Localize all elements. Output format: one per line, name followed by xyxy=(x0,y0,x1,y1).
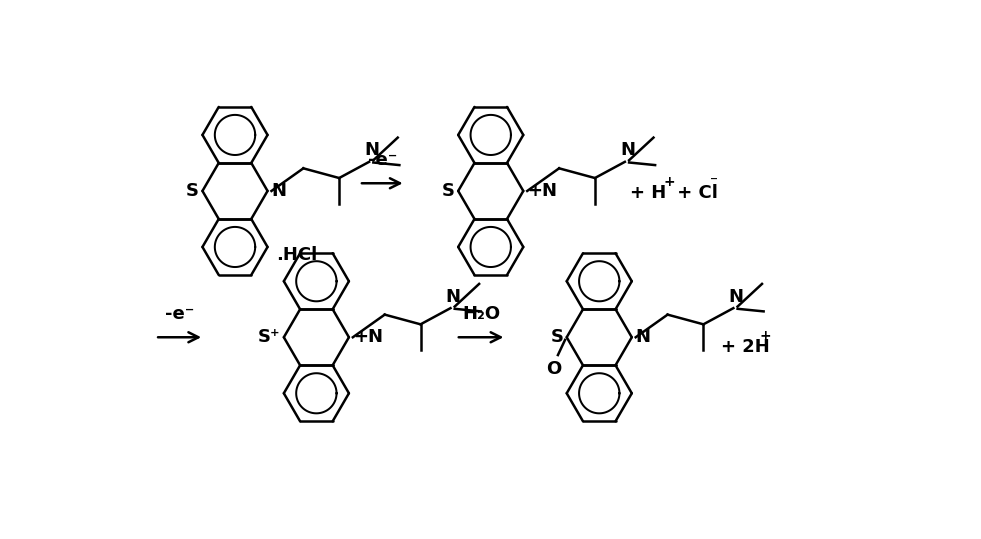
Text: S: S xyxy=(186,182,199,200)
Text: N: N xyxy=(445,288,461,306)
Text: +: + xyxy=(759,329,771,343)
Text: S: S xyxy=(442,182,455,200)
Text: .HCl: .HCl xyxy=(277,246,318,264)
Text: N: N xyxy=(272,182,286,200)
Text: +: + xyxy=(663,176,675,190)
Text: N: N xyxy=(364,141,380,159)
Text: O: O xyxy=(546,360,561,378)
Text: + H: + H xyxy=(630,184,666,202)
Text: S: S xyxy=(550,328,563,346)
Text: + Cl: + Cl xyxy=(671,184,718,202)
Text: +N: +N xyxy=(353,328,383,346)
Text: ⁻: ⁻ xyxy=(710,175,718,190)
Text: S⁺: S⁺ xyxy=(258,328,281,346)
Text: N: N xyxy=(729,288,744,306)
Text: H₂O: H₂O xyxy=(462,306,500,323)
Text: + 2H: + 2H xyxy=(721,338,770,356)
Text: -e⁻: -e⁻ xyxy=(368,151,397,169)
Text: +N: +N xyxy=(527,182,557,200)
Text: -e⁻: -e⁻ xyxy=(165,306,194,323)
Text: N: N xyxy=(620,141,635,159)
Text: N: N xyxy=(636,328,650,346)
